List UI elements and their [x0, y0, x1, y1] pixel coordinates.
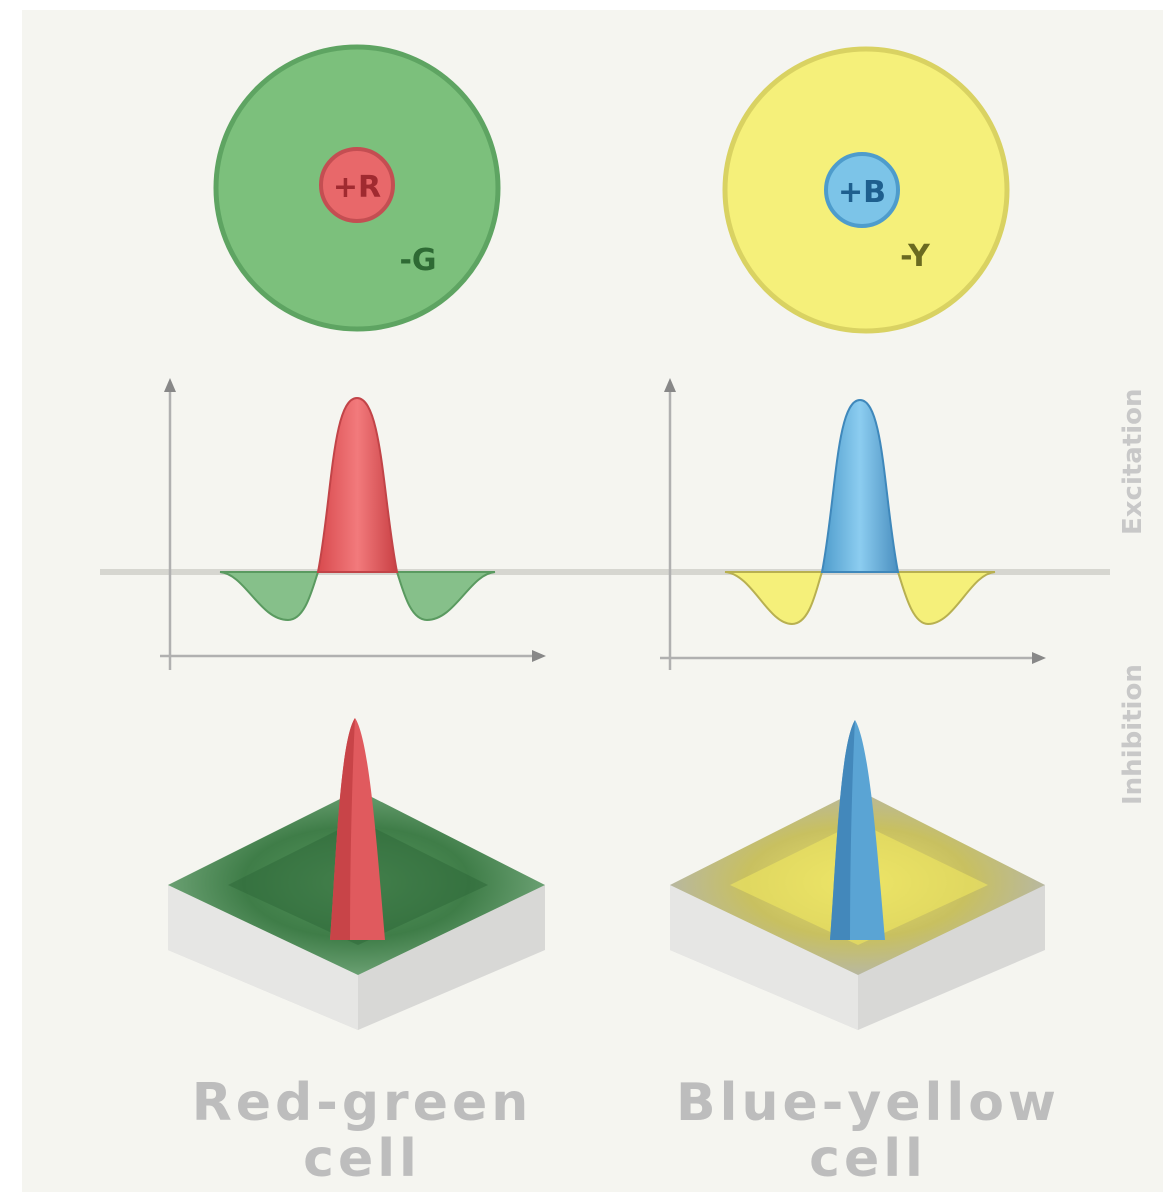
blue-yellow-3d-peak-shade — [830, 720, 855, 940]
blue-yellow-profile-chart — [660, 378, 1046, 670]
blue-yellow-caption-line1: Blue-yellow — [676, 1073, 1060, 1133]
blue-yellow-excitation-peak — [820, 398, 900, 573]
blue-yellow-y-axis-arrow — [664, 378, 676, 392]
inhibition-label: Inhibition — [1118, 664, 1148, 805]
blue-yellow-center-label: +B — [838, 175, 886, 210]
blue-yellow-inhibition-right — [896, 571, 996, 626]
red-green-caption-line2: cell — [303, 1129, 421, 1189]
red-green-y-axis-arrow — [164, 378, 176, 392]
red-green-caption: Red-green cell — [152, 1075, 572, 1187]
red-green-3d-peak-shade — [330, 718, 355, 940]
blue-yellow-inhibition-left — [724, 571, 824, 626]
red-green-profile-chart — [160, 378, 546, 670]
red-green-receptive-field: +R -G — [213, 44, 501, 332]
red-green-excitation-peak — [316, 396, 399, 573]
red-green-caption-line1: Red-green — [191, 1073, 533, 1133]
red-green-x-axis-arrow — [532, 650, 546, 662]
red-green-3d-surface — [168, 718, 545, 1030]
blue-yellow-caption-line2: cell — [809, 1129, 927, 1189]
blue-yellow-caption: Blue-yellow cell — [658, 1075, 1078, 1187]
red-green-center-label: +R — [333, 170, 381, 205]
red-green-inhibition-right — [395, 571, 496, 622]
blue-yellow-center — [824, 152, 900, 228]
blue-yellow-receptive-field: +B -Y — [722, 46, 1010, 334]
blue-yellow-3d-surface — [670, 720, 1045, 1030]
red-green-surround-label: -G — [399, 243, 436, 278]
blue-yellow-x-axis-arrow — [1032, 652, 1046, 664]
blue-yellow-surround-label: -Y — [900, 239, 931, 274]
excitation-label: Excitation — [1118, 388, 1148, 535]
red-green-center — [319, 147, 395, 223]
red-green-inhibition-left — [219, 571, 320, 622]
